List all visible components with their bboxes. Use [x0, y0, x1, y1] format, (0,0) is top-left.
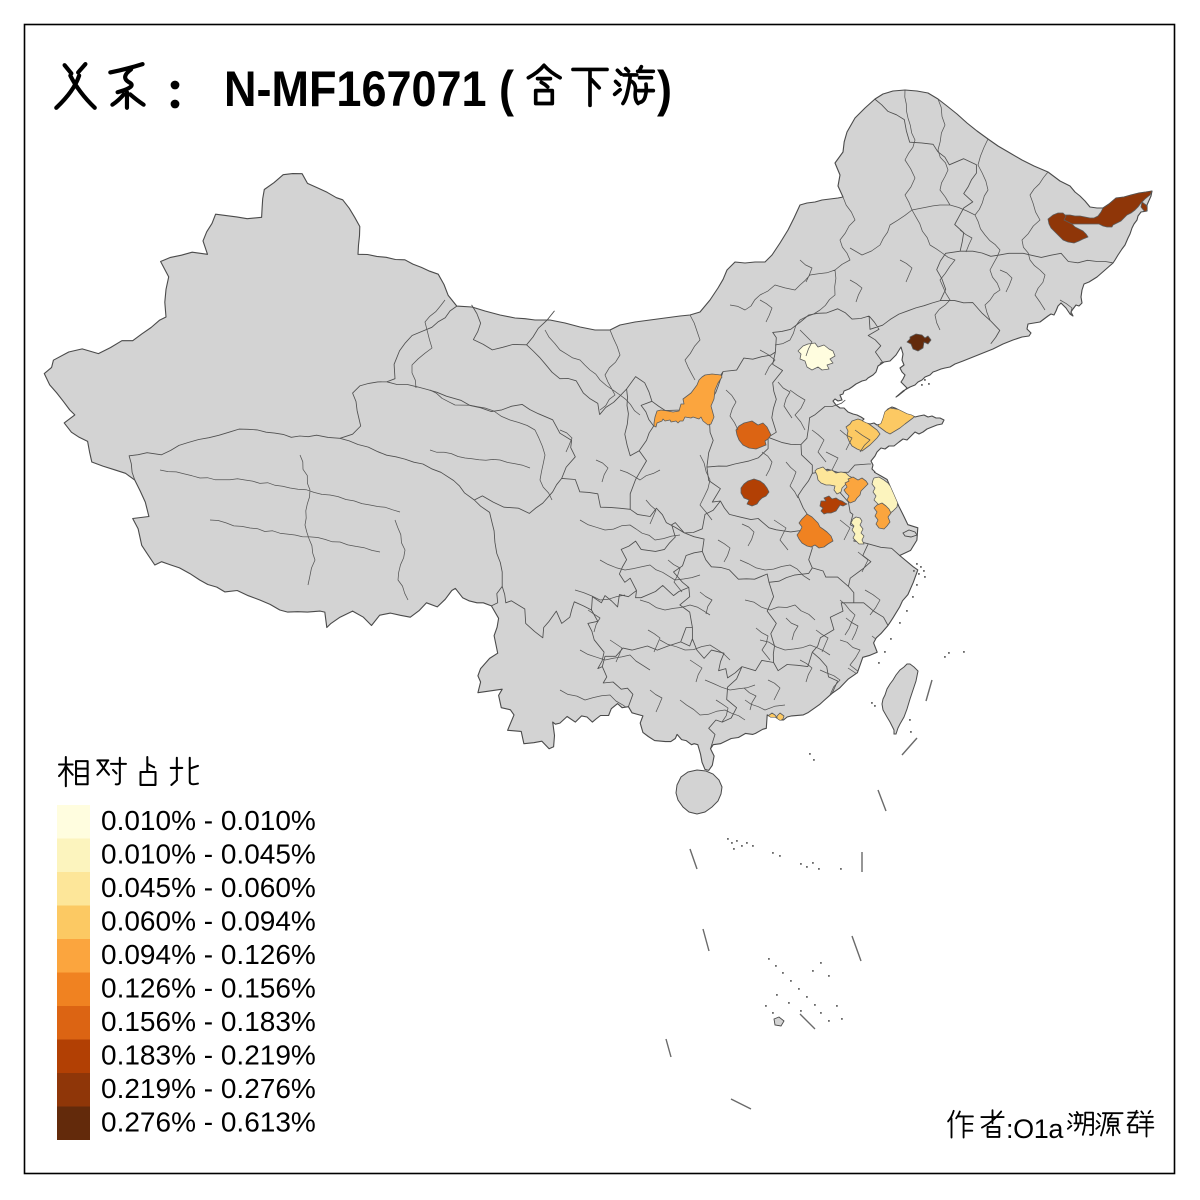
svg-text:0.010% - 0.010%: 0.010% - 0.010% — [101, 805, 316, 836]
svg-text::O1a: :O1a — [1006, 1114, 1064, 1144]
svg-text:0.045% - 0.060%: 0.045% - 0.060% — [101, 872, 316, 903]
svg-text:0.060% - 0.094%: 0.060% - 0.094% — [101, 906, 316, 937]
svg-text:0.276% - 0.613%: 0.276% - 0.613% — [101, 1107, 316, 1138]
svg-text:0.219% - 0.276%: 0.219% - 0.276% — [101, 1073, 316, 1104]
svg-text:N-MF167071 (: N-MF167071 ( — [224, 62, 514, 118]
svg-text:0.156% - 0.183%: 0.156% - 0.183% — [101, 1006, 316, 1037]
svg-text:0.094% - 0.126%: 0.094% - 0.126% — [101, 939, 316, 970]
svg-text:0.010% - 0.045%: 0.010% - 0.045% — [101, 839, 316, 870]
svg-text:0.126% - 0.156%: 0.126% - 0.156% — [101, 973, 316, 1004]
svg-text:): ) — [657, 62, 672, 118]
svg-text:0.183% - 0.219%: 0.183% - 0.219% — [101, 1040, 316, 1071]
